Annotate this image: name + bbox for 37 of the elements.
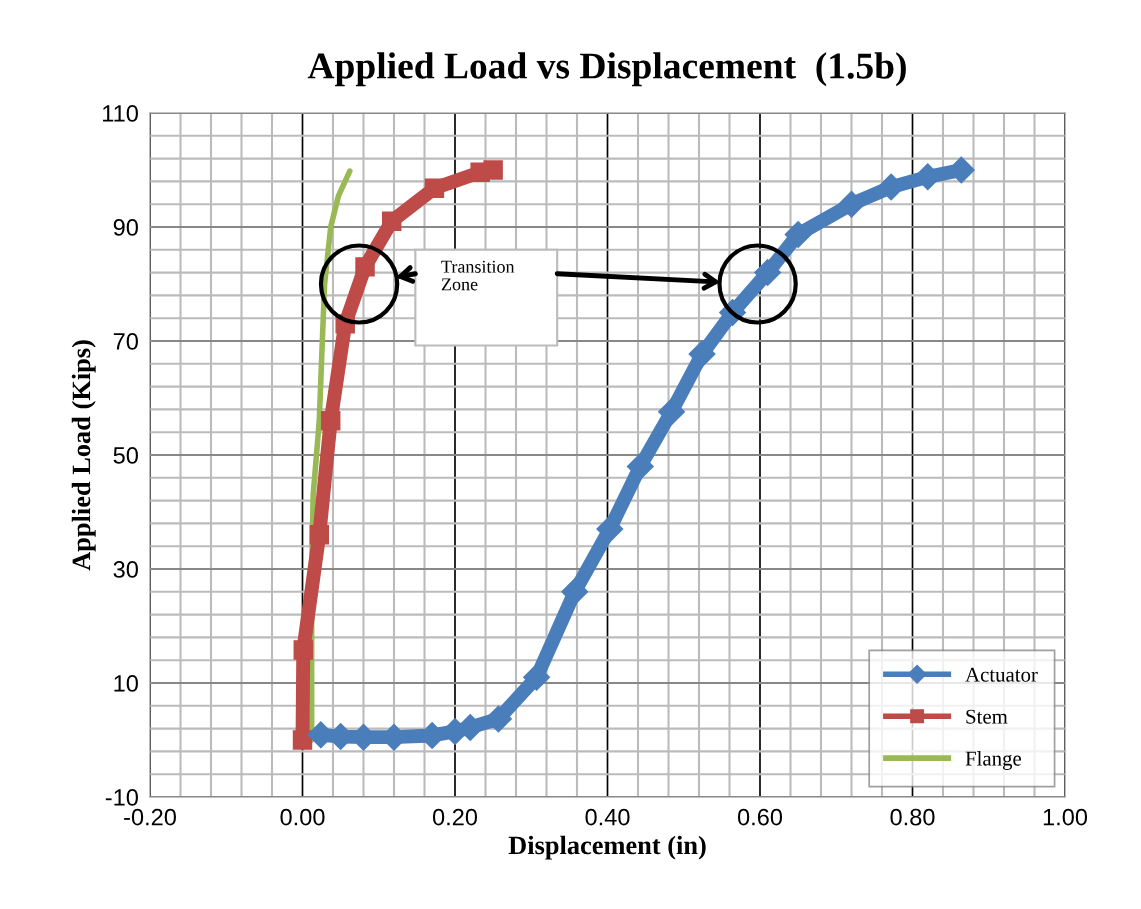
point <box>293 640 313 660</box>
x-tick-label: -0.20 <box>124 808 176 826</box>
point <box>838 190 865 218</box>
point <box>523 663 551 691</box>
x-tick-label: 1.00 <box>1043 808 1088 826</box>
point <box>355 257 375 277</box>
x-tick-label: 0.20 <box>432 808 478 826</box>
legend-label: Actuator <box>965 667 1038 682</box>
point <box>561 578 589 606</box>
y-tick-label: 110 <box>103 105 138 122</box>
chart-title: Applied Load vs Displacement (1.5b) <box>307 52 906 87</box>
y-tick-label: -10 <box>105 789 138 806</box>
point <box>309 525 329 545</box>
point <box>483 160 503 180</box>
point <box>596 515 624 543</box>
x-tick-label: 0.40 <box>585 808 630 826</box>
point <box>381 211 402 232</box>
y-tick-label: 30 <box>113 561 138 578</box>
point <box>688 340 716 368</box>
legend-label: Stem <box>966 709 1008 724</box>
legend-label: Flange <box>965 750 1022 770</box>
y-tick-label: 10 <box>114 675 138 692</box>
y-axis-title: Applied Load (Kips) <box>71 340 96 571</box>
annotation: Transition Zone <box>441 260 515 291</box>
y-tick-label: 90 <box>113 219 138 236</box>
point <box>784 220 812 248</box>
point <box>320 411 341 431</box>
point <box>626 452 654 480</box>
point <box>292 730 313 750</box>
x-tick-label: 0.80 <box>890 808 935 826</box>
point <box>424 178 445 198</box>
x-tick-label: 0.60 <box>737 808 783 826</box>
x-tick-label: 0.00 <box>280 808 325 826</box>
point <box>658 398 686 426</box>
x-axis-title: Displacement (in) <box>508 835 706 860</box>
y-tick-label: 70 <box>113 333 138 350</box>
y-tick-label: 50 <box>113 447 138 464</box>
